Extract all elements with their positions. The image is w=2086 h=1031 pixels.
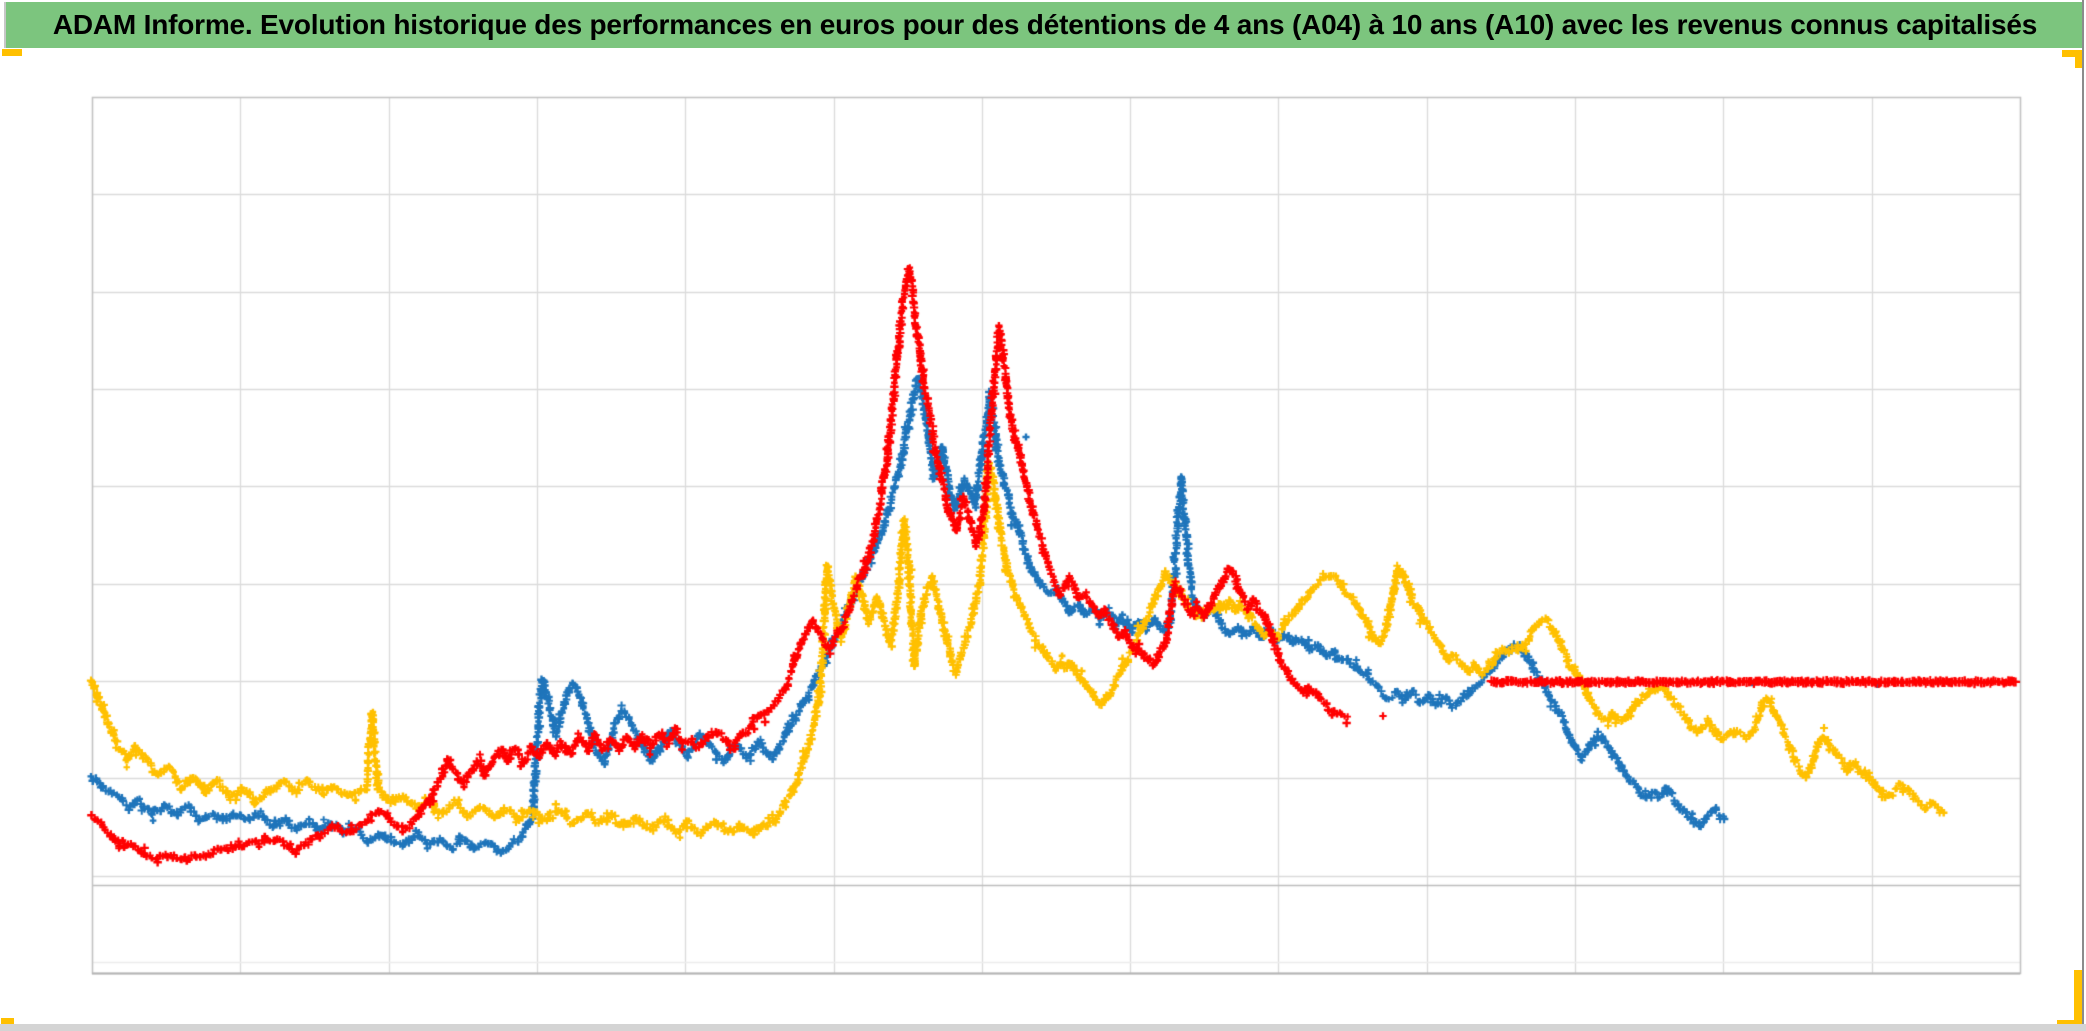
corner-marker-bottom-right-v-icon (2074, 970, 2082, 1027)
chart-title: ADAM Informe. Evolution historique des p… (52, 9, 2038, 40)
window-bottom-border (0, 1024, 2086, 1031)
corner-marker-top-right-h-icon (2062, 50, 2082, 57)
corner-marker-top-left-icon (2, 49, 22, 56)
window-right-border (2082, 0, 2084, 1031)
title-bar: ADAM Informe. Evolution historique des p… (4, 2, 2084, 48)
corner-marker-top-right-v-icon (2075, 50, 2082, 68)
